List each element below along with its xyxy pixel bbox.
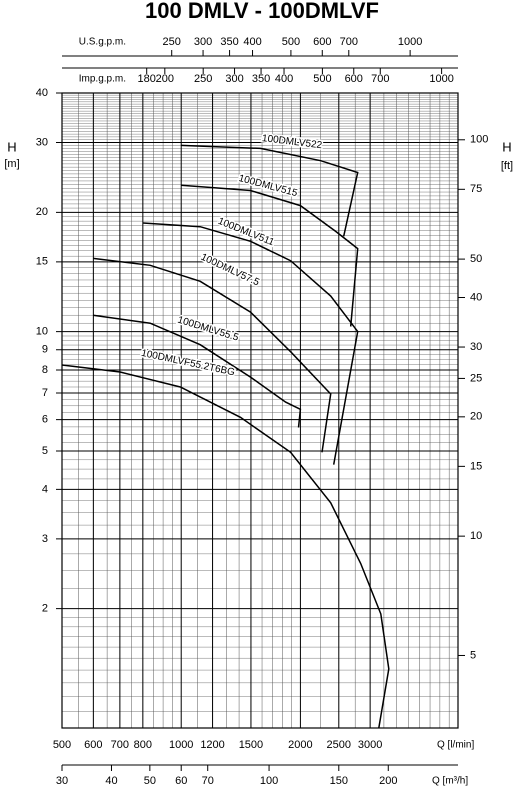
tick-label: 30 — [56, 775, 68, 787]
y2-tick-label: 100 — [470, 134, 488, 146]
curve — [181, 184, 359, 327]
y-tick-label: 15 — [36, 256, 48, 268]
tick-label: 100 — [260, 775, 278, 787]
y-tick-label: 10 — [36, 326, 48, 338]
y2-tick-label: 30 — [470, 341, 482, 353]
curve-label: 100DMLV511 — [216, 216, 276, 249]
y-tick-label: 40 — [36, 87, 48, 99]
tick-label: 700 — [340, 36, 358, 48]
tick-label: 1000 — [429, 73, 453, 85]
y-tick-label: 8 — [42, 364, 48, 376]
y2-axis-unit: [ft] — [501, 160, 513, 172]
x-tick-label: 1500 — [239, 739, 263, 751]
x-tick-label: 1200 — [200, 739, 224, 751]
y-axis-unit: [m] — [4, 158, 19, 170]
tick-label: 1000 — [398, 36, 422, 48]
tick-label: 500 — [313, 73, 331, 85]
tick-label: 400 — [275, 73, 293, 85]
tick-label: 350 — [252, 73, 270, 85]
curve-label: 100DMLVF55.2T6BG — [140, 348, 236, 379]
y2-tick-label: 75 — [470, 183, 482, 195]
curve — [92, 314, 302, 428]
curve-label: 100DMLV55.5 — [176, 315, 240, 344]
x-tick-label: 2500 — [327, 739, 351, 751]
x-tick-label: 3000 — [358, 739, 382, 751]
x-tick-label: 600 — [84, 739, 102, 751]
y2-tick-label: 40 — [470, 291, 482, 303]
y2-tick-label: 20 — [470, 411, 482, 423]
curve-label: 100DMLV522 — [261, 133, 323, 151]
tick-label: 350 — [220, 36, 238, 48]
x-tick-label: 2000 — [288, 739, 312, 751]
y2-tick-label: 15 — [470, 460, 482, 472]
y-tick-label: 20 — [36, 206, 48, 218]
tick-label: 200 — [156, 73, 174, 85]
y-tick-label: 9 — [42, 344, 48, 356]
axis-label: U.S.g.p.m. — [79, 37, 126, 48]
curve — [181, 144, 359, 237]
x-tick-label: 500 — [53, 739, 71, 751]
curve — [61, 364, 390, 729]
tick-label: 500 — [282, 36, 300, 48]
y-tick-label: 5 — [42, 445, 48, 457]
y2-tick-label: 5 — [470, 649, 476, 661]
chart-title: 100 DMLV - 100DMLVF — [145, 0, 379, 23]
y-axis-label: H — [7, 139, 16, 154]
tick-label: 250 — [163, 36, 181, 48]
y2-tick-label: 25 — [470, 372, 482, 384]
y-tick-label: 4 — [42, 483, 48, 495]
tick-label: 70 — [202, 775, 214, 787]
y-tick-label: 3 — [42, 533, 48, 545]
tick-label: 180 — [138, 73, 156, 85]
axis-label: Imp.g.p.m. — [79, 74, 126, 85]
tick-label: 400 — [243, 36, 261, 48]
x-tick-label: 800 — [134, 739, 152, 751]
curve-label: 100DMLV57.5 — [199, 252, 261, 289]
y-tick-label: 30 — [36, 136, 48, 148]
tick-label: 60 — [175, 775, 187, 787]
x-axis-label: Q [l/min] — [437, 740, 474, 751]
y2-tick-label: 10 — [470, 530, 482, 542]
y-tick-label: 7 — [42, 387, 48, 399]
x-tick-label: 1000 — [169, 739, 193, 751]
tick-label: 40 — [105, 775, 117, 787]
tick-label: 300 — [225, 73, 243, 85]
tick-label: 200 — [379, 775, 397, 787]
tick-label: 250 — [194, 73, 212, 85]
curve — [142, 222, 359, 465]
axis-label: Q [m³/h] — [432, 776, 468, 787]
curve — [93, 257, 332, 453]
tick-label: 50 — [144, 775, 156, 787]
tick-label: 600 — [345, 73, 363, 85]
x-tick-label: 700 — [111, 739, 129, 751]
tick-label: 150 — [330, 775, 348, 787]
y2-tick-label: 50 — [470, 253, 482, 265]
y-tick-label: 6 — [42, 413, 48, 425]
y-tick-label: 2 — [42, 603, 48, 615]
tick-label: 700 — [371, 73, 389, 85]
tick-label: 600 — [313, 36, 331, 48]
tick-label: 300 — [194, 36, 212, 48]
plot-frame — [61, 92, 459, 729]
y2-axis-label: H — [502, 139, 511, 154]
